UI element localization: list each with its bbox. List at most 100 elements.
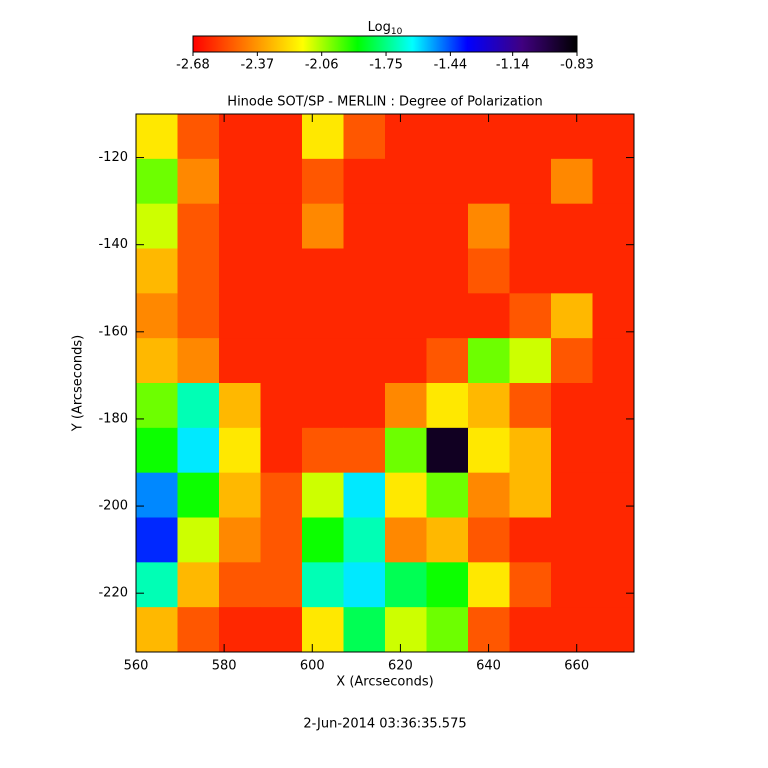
heat-cell	[177, 517, 220, 563]
x-tick-label: 660	[564, 659, 589, 674]
heat-cell	[260, 383, 303, 429]
heat-cell	[177, 158, 220, 205]
heat-cell	[177, 562, 220, 608]
colorbar-tick-label: -2.68	[176, 58, 210, 73]
colorbar-tick-label: -2.37	[241, 58, 275, 73]
heat-cell	[592, 338, 635, 384]
heat-cell	[426, 114, 469, 160]
heat-cell	[343, 607, 386, 653]
heat-cell	[551, 293, 593, 339]
x-tick-label: 600	[300, 659, 325, 674]
heat-cell	[343, 383, 386, 429]
heat-cell	[509, 562, 552, 608]
heat-cell	[343, 248, 386, 294]
heat-cell	[219, 607, 261, 653]
heat-cell	[426, 472, 469, 518]
colorbar-tick-label: -1.14	[496, 58, 530, 73]
heat-cell	[302, 562, 344, 608]
heat-cell	[219, 427, 261, 474]
heat-cell	[426, 158, 469, 205]
y-tick-label: -200	[98, 499, 128, 514]
heat-cell	[385, 472, 427, 518]
heat-cell	[302, 114, 344, 160]
heat-cell	[219, 203, 261, 249]
heat-cell	[468, 517, 510, 563]
heat-cell	[592, 517, 635, 563]
heat-cell	[551, 158, 593, 205]
heat-cell	[177, 472, 220, 518]
heat-cell	[468, 472, 510, 518]
heat-cell	[551, 517, 593, 563]
heat-cell	[551, 562, 593, 608]
heat-cell	[426, 383, 469, 429]
heat-cell	[136, 607, 178, 653]
heat-cell	[509, 517, 552, 563]
heat-cell	[385, 562, 427, 608]
heat-cell	[592, 114, 635, 160]
colorbar	[192, 35, 578, 53]
heat-cell	[385, 383, 427, 429]
heat-cell	[592, 427, 635, 474]
heat-cell	[302, 293, 344, 339]
heat-cell	[426, 607, 469, 653]
heat-cell	[302, 427, 344, 474]
heat-cell	[385, 517, 427, 563]
heat-cell	[136, 427, 178, 474]
heat-cell	[592, 472, 635, 518]
y-tick-label: -140	[98, 237, 128, 252]
heat-cell	[302, 338, 344, 384]
heat-cell	[426, 562, 469, 608]
heat-cell	[136, 383, 178, 429]
heat-cell	[426, 427, 469, 474]
heat-cell	[592, 383, 635, 429]
heat-cell	[509, 607, 552, 653]
heat-cell	[302, 472, 344, 518]
heat-cell	[385, 293, 427, 339]
colorbar-tick-label: -2.06	[305, 58, 339, 73]
heat-cell	[260, 338, 303, 384]
colorbar-tick-label: -0.83	[560, 58, 594, 73]
heat-cell	[468, 248, 510, 294]
heat-cell	[592, 562, 635, 608]
heat-cell	[509, 383, 552, 429]
heat-cell	[260, 427, 303, 474]
heat-cell	[219, 158, 261, 205]
heat-cell	[177, 248, 220, 294]
heat-cell	[177, 114, 220, 160]
heat-cell	[219, 293, 261, 339]
heat-cell	[551, 248, 593, 294]
heat-cell	[468, 158, 510, 205]
heat-cell	[509, 114, 552, 160]
x-tick-label: 580	[212, 659, 237, 674]
heat-cell	[468, 203, 510, 249]
heat-cell	[219, 472, 261, 518]
heat-cell	[426, 517, 469, 563]
heat-cell	[551, 338, 593, 384]
heat-cell	[385, 427, 427, 474]
heat-cell	[260, 562, 303, 608]
y-tick-label: -180	[98, 411, 128, 426]
heat-cell	[343, 338, 386, 384]
colorbar-title-text: Log	[368, 20, 391, 35]
heat-cell	[302, 383, 344, 429]
footer-date: 2-Jun-2014 03:36:35.575	[303, 717, 466, 732]
x-tick-label: 620	[388, 659, 413, 674]
heat-cell	[551, 607, 593, 653]
heat-cell	[468, 562, 510, 608]
heat-cell	[343, 203, 386, 249]
heat-cell	[219, 248, 261, 294]
heat-cell	[592, 248, 635, 294]
heat-cell	[136, 517, 178, 563]
heat-cell	[177, 607, 220, 653]
chart-title: Hinode SOT/SP - MERLIN : Degree of Polar…	[227, 95, 542, 110]
heat-cell	[426, 248, 469, 294]
heat-cell	[426, 338, 469, 384]
heat-cell	[136, 338, 178, 384]
colorbar-tick-label: -1.75	[369, 58, 403, 73]
heat-cell	[136, 293, 178, 339]
heat-cell	[260, 114, 303, 160]
heat-cell	[385, 158, 427, 205]
heat-cell	[426, 293, 469, 339]
heat-cell	[219, 338, 261, 384]
colorbar-title-subscript: 10	[391, 27, 403, 37]
